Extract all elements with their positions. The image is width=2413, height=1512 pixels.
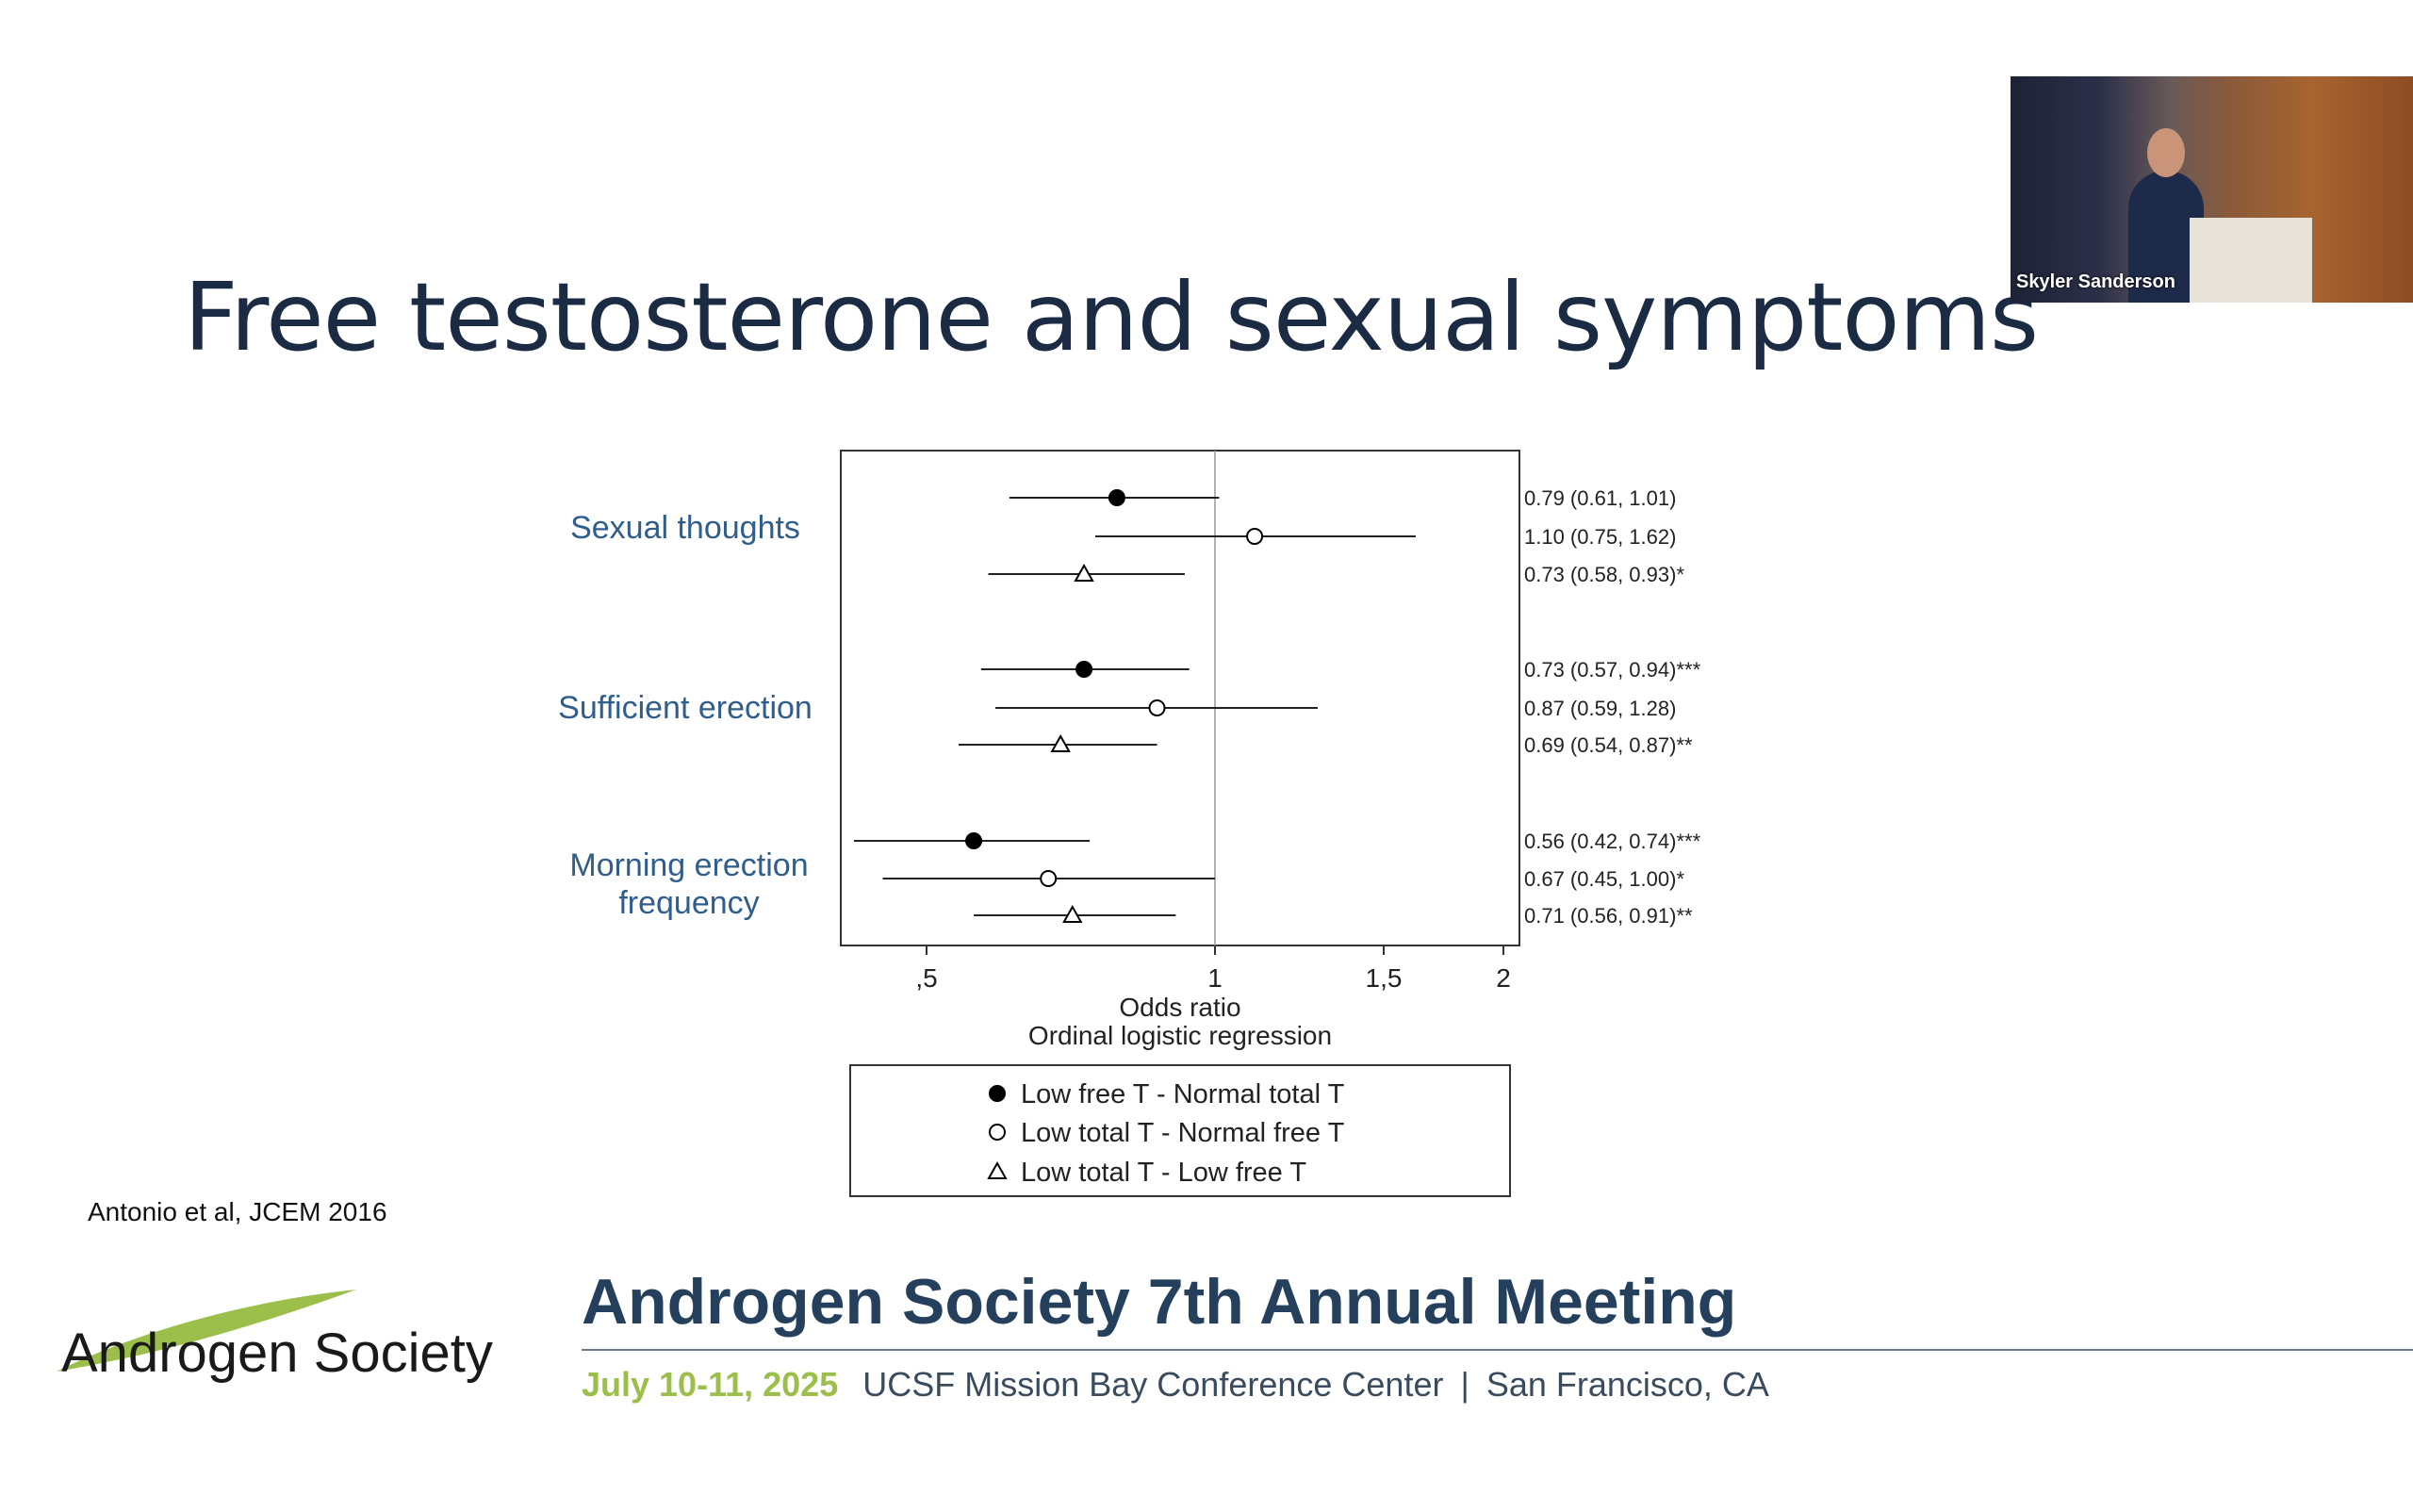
slide-title: Free testosterone and sexual symptoms (184, 262, 2039, 372)
speaker-head (2147, 128, 2185, 177)
point-marker (1050, 733, 1071, 752)
estimate-label: 0.87 (0.59, 1.28) (1524, 697, 1676, 720)
point-marker (1075, 661, 1093, 678)
group-label: Sexual thoughts (570, 510, 800, 546)
citation: Antonio et al, JCEM 2016 (88, 1197, 387, 1226)
x-axis-sublabel: Ordinal logistic regression (1028, 1021, 1332, 1050)
meeting-divider (582, 1349, 2413, 1351)
point-marker (1246, 528, 1264, 545)
point-marker (1040, 870, 1058, 887)
x-tick-label: ,5 (915, 963, 937, 993)
estimate-label: 0.73 (0.58, 0.93)* (1524, 563, 1684, 586)
point-marker (1148, 699, 1166, 716)
estimate-label: 0.79 (0.61, 1.01) (1524, 486, 1676, 510)
meeting-city: San Francisco, CA (1486, 1365, 1769, 1404)
legend-label: Low total T - Normal free T (1021, 1118, 1345, 1148)
x-tick-label: 2 (1496, 963, 1511, 993)
logo-swoosh-icon (57, 1290, 356, 1372)
legend-box (849, 1064, 1511, 1197)
androgen-society-logo: Androgen Society (57, 1282, 509, 1386)
plot-frame (840, 450, 1520, 946)
podium (2190, 218, 2312, 303)
speaker-name: Skyler Sanderson (2016, 271, 2175, 292)
estimate-label: 0.56 (0.42, 0.74)*** (1524, 830, 1701, 853)
group-label: Morning erection (569, 847, 808, 883)
point-marker (1062, 904, 1083, 923)
group-label: frequency (618, 885, 759, 921)
meeting-venue: UCSF Mission Bay Conference Center (862, 1365, 1444, 1404)
meeting-title: Androgen Society 7th Annual Meeting (582, 1266, 1737, 1338)
x-tick-label: 1,5 (1366, 963, 1403, 993)
x-tick-label: 1 (1207, 963, 1223, 993)
group-label: Sufficient erection (558, 690, 813, 726)
point-marker (1108, 489, 1125, 506)
legend-label: Low free T - Normal total T (1021, 1079, 1345, 1109)
point-marker (965, 832, 983, 849)
legend-marker (987, 1160, 1008, 1179)
x-axis-label: Odds ratio (1119, 993, 1240, 1022)
meeting-separator: | (1460, 1365, 1469, 1404)
estimate-label: 1.10 (0.75, 1.62) (1524, 525, 1676, 549)
legend-marker (989, 1085, 1006, 1102)
meeting-subtitle: July 10-11, 2025 UCSF Mission Bay Confere… (582, 1365, 1769, 1405)
meeting-date: July 10-11, 2025 (582, 1365, 839, 1404)
legend-marker (989, 1124, 1006, 1141)
estimate-label: 0.71 (0.56, 0.91)** (1524, 904, 1693, 928)
speaker-video: Skyler Sanderson (2011, 76, 2413, 303)
estimate-label: 0.67 (0.45, 1.00)* (1524, 867, 1684, 891)
logo-text: Androgen Society (61, 1323, 493, 1384)
legend-label: Low total T - Low free T (1021, 1158, 1306, 1188)
estimate-label: 0.69 (0.54, 0.87)** (1524, 733, 1693, 757)
estimate-label: 0.73 (0.57, 0.94)*** (1524, 658, 1701, 682)
point-marker (1074, 563, 1094, 582)
